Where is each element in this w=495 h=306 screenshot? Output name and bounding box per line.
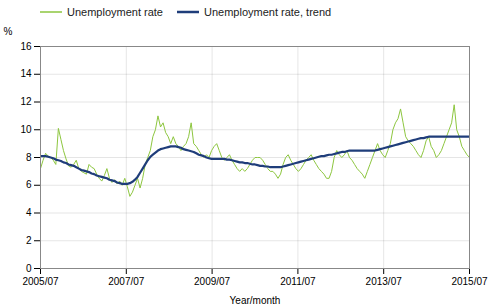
svg-text:2015/07: 2015/07 xyxy=(451,276,488,287)
svg-text:2: 2 xyxy=(26,235,32,246)
svg-text:10: 10 xyxy=(20,124,32,135)
svg-text:4: 4 xyxy=(26,207,32,218)
svg-text:2013/07: 2013/07 xyxy=(366,276,403,287)
svg-text:6: 6 xyxy=(26,179,32,190)
svg-text:2009/07: 2009/07 xyxy=(194,276,231,287)
svg-text:2007/07: 2007/07 xyxy=(108,276,145,287)
svg-text:Year/month: Year/month xyxy=(230,295,281,306)
svg-text:8: 8 xyxy=(26,152,32,163)
svg-text:2005/07: 2005/07 xyxy=(22,276,59,287)
svg-text:14: 14 xyxy=(20,68,32,79)
svg-text:12: 12 xyxy=(20,96,32,107)
svg-text:%: % xyxy=(4,26,13,37)
html-text:Unemployment rate: Unemployment rate xyxy=(67,6,163,18)
svg-text:16: 16 xyxy=(20,41,32,52)
svg-text:2011/07: 2011/07 xyxy=(280,276,316,287)
html-text:Unemployment rate, trend: Unemployment rate, trend xyxy=(204,6,332,18)
svg-text:0: 0 xyxy=(26,263,32,274)
